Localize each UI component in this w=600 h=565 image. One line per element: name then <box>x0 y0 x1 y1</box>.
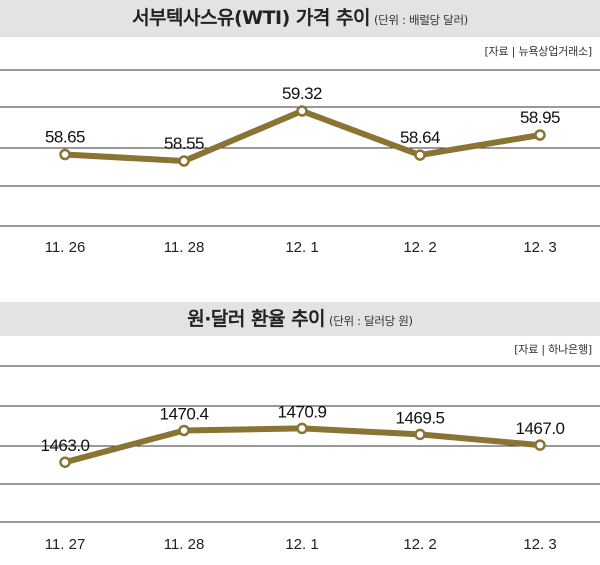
x-tick-label: 12. 3 <box>523 536 556 553</box>
chart1-title: 서부텍사스유(WTI) 가격 추이 <box>132 7 370 29</box>
data-label: 1470.9 <box>278 402 327 421</box>
chart2-plot: 1463.0 1470.4 1470.9 1469.5 1467.0 11. 27 11. … <box>0 365 600 553</box>
chart2-title-bar: 원·달러 환율 추이 (단위 : 달러당 원) <box>0 302 600 336</box>
chart2-title: 원·달러 환율 추이 <box>187 308 326 330</box>
x-tick-label: 11. 27 <box>45 536 86 553</box>
chart2-source: [자료 | 하나은행] <box>514 343 592 356</box>
x-tick-label: 11. 26 <box>45 239 86 256</box>
data-label: 58.64 <box>400 128 440 147</box>
x-tick-label: 12. 1 <box>285 239 318 256</box>
x-tick-label: 12. 2 <box>403 239 436 256</box>
x-tick-label: 12. 3 <box>523 239 556 256</box>
x-tick-label: 11. 28 <box>164 536 205 553</box>
data-label: 1463.0 <box>41 436 90 455</box>
data-label: 1470.4 <box>160 405 209 424</box>
data-point <box>178 424 190 437</box>
data-point <box>178 155 190 167</box>
data-label: 59.32 <box>282 84 322 103</box>
data-point <box>59 456 71 468</box>
chart1-plot: 58.65 58.55 59.32 58.64 58.95 11. 26 11. 28 12.… <box>0 69 600 256</box>
data-label: 1467.0 <box>516 419 565 438</box>
data-label: 1469.5 <box>396 408 445 427</box>
data-point <box>296 105 308 117</box>
data-point <box>534 439 546 451</box>
x-tick-label: 12. 1 <box>285 536 318 553</box>
chart1-unit-note: (단위 : 배럴당 달러) <box>373 13 468 27</box>
x-tick-label: 11. 28 <box>164 239 205 256</box>
data-point <box>534 129 546 141</box>
data-point <box>59 148 71 161</box>
chart1-title-bar: 서부텍사스유(WTI) 가격 추이 (단위 : 배럴당 달러) <box>0 0 600 37</box>
data-point <box>414 428 426 441</box>
data-point <box>296 422 308 435</box>
chart2-unit-note: (단위 : 달러당 원) <box>329 314 413 328</box>
chart1-source: [자료 | 뉴욕상업거래소] <box>484 45 592 58</box>
series-line <box>62 108 543 164</box>
data-label: 58.95 <box>520 108 560 127</box>
data-label: 58.55 <box>164 134 204 153</box>
x-tick-label: 12. 2 <box>403 536 436 553</box>
data-label: 58.65 <box>45 128 85 147</box>
data-point <box>414 149 426 161</box>
